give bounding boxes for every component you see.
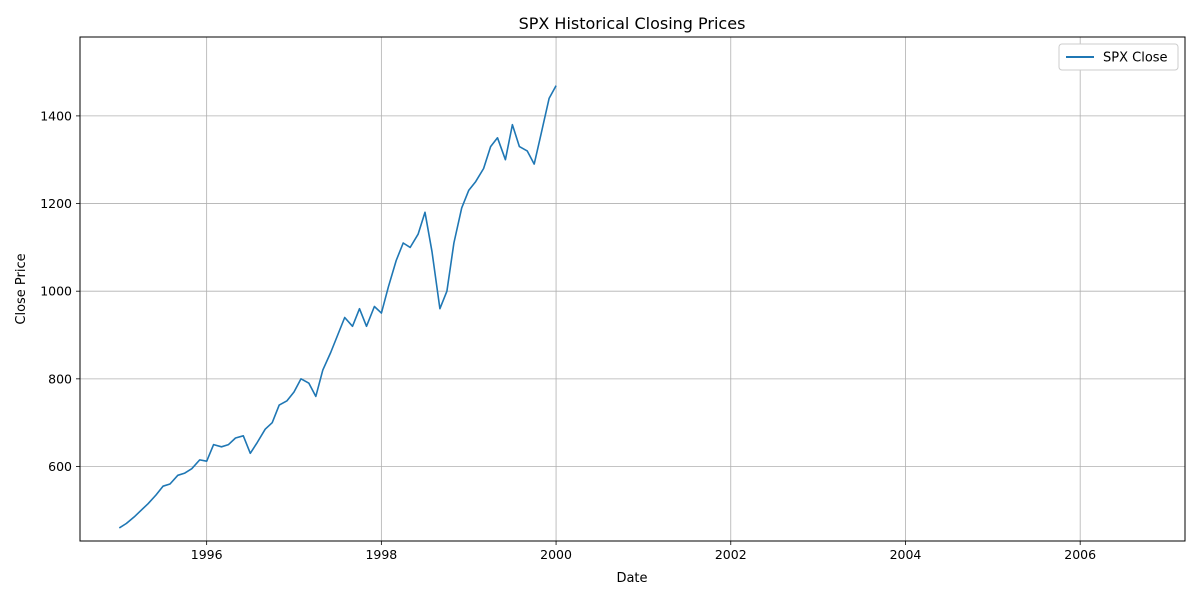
y-tick-label-800: 800 xyxy=(48,371,72,386)
legend-box xyxy=(1058,43,1179,71)
plot-frame xyxy=(79,36,1186,542)
series-line-0 xyxy=(118,85,557,529)
chart-title: SPX Historical Closing Prices xyxy=(519,14,746,33)
grid-lines xyxy=(80,37,1185,541)
x-tick-label-1998: 1998 xyxy=(365,547,397,562)
y-axis-label: Close Price xyxy=(14,253,29,324)
series-layer xyxy=(118,85,557,529)
y-tick-label-600: 600 xyxy=(48,459,72,474)
x-tick-label-2002: 2002 xyxy=(715,547,747,562)
y-tick-label-1200: 1200 xyxy=(40,196,72,211)
x-tick-label-1996: 1996 xyxy=(191,547,223,562)
x-axis-label: Date xyxy=(616,571,647,586)
y-tick-label-1400: 1400 xyxy=(40,108,72,123)
legend-label-spx-close: SPX Close xyxy=(1103,51,1168,66)
y-tick-label-1000: 1000 xyxy=(40,284,72,299)
x-tick-label-2000: 2000 xyxy=(540,547,572,562)
x-axis-ticks: 1996 1998 2000 2002 2004 2006 xyxy=(191,541,1096,562)
y-axis-ticks: 600 800 1000 1200 1400 xyxy=(40,108,80,474)
legend: SPX Close xyxy=(1058,43,1179,71)
x-tick-label-2004: 2004 xyxy=(890,547,922,562)
x-tick-label-2006: 2006 xyxy=(1064,547,1096,562)
